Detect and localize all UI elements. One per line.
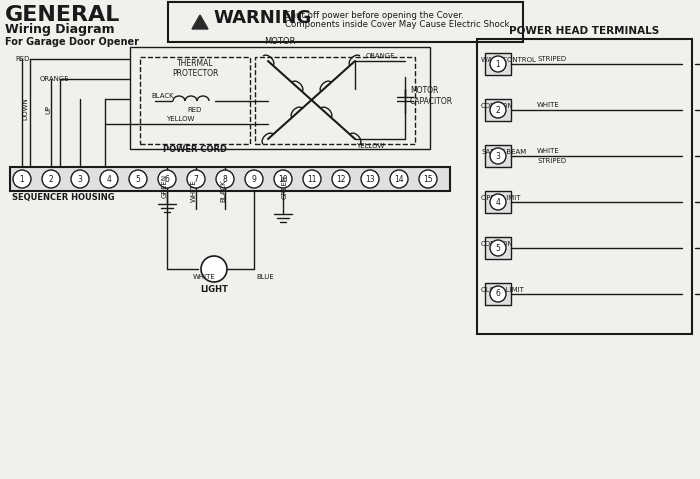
Text: 5: 5 (496, 243, 500, 252)
Text: COMMON: COMMON (481, 241, 514, 247)
Text: GREEN: GREEN (282, 175, 288, 199)
Text: OPEN LIMIT: OPEN LIMIT (481, 195, 521, 201)
Circle shape (490, 240, 506, 256)
Bar (485, 283, 511, 305)
Bar (255, 57, 415, 144)
Text: ORANGE: ORANGE (40, 76, 69, 82)
Text: 9: 9 (251, 174, 256, 183)
Text: SAFE-T-BEAM: SAFE-T-BEAM (481, 149, 526, 155)
Text: 15: 15 (424, 174, 433, 183)
Circle shape (490, 194, 506, 210)
Text: YELLOW: YELLOW (166, 116, 194, 122)
Circle shape (274, 170, 292, 188)
Text: 7: 7 (194, 174, 198, 183)
Text: GREEN: GREEN (162, 174, 168, 198)
Text: 2: 2 (496, 105, 500, 114)
Text: POWER CORD: POWER CORD (163, 145, 227, 154)
Text: MOTOR: MOTOR (265, 37, 295, 46)
Circle shape (216, 170, 234, 188)
Bar (130, 47, 430, 149)
Circle shape (303, 170, 321, 188)
Text: RED: RED (15, 56, 29, 62)
Text: STRIPED: STRIPED (537, 158, 566, 164)
Text: BLACK: BLACK (152, 93, 174, 99)
Circle shape (13, 170, 31, 188)
Text: WHITE: WHITE (537, 102, 560, 108)
Text: 8: 8 (223, 174, 228, 183)
Text: 11: 11 (307, 174, 316, 183)
Circle shape (490, 102, 506, 118)
Text: Wiring Diagram: Wiring Diagram (5, 23, 115, 36)
Bar (168, 2, 523, 42)
Text: 10: 10 (278, 174, 288, 183)
Text: RED: RED (188, 107, 202, 113)
Text: SEQUENCER HOUSING: SEQUENCER HOUSING (12, 193, 115, 202)
Text: GENERAL: GENERAL (5, 5, 120, 25)
Text: MOTOR
CAPACITOR: MOTOR CAPACITOR (410, 86, 453, 106)
Bar (10, 167, 450, 191)
Circle shape (419, 170, 437, 188)
Circle shape (245, 170, 263, 188)
Circle shape (42, 170, 60, 188)
Circle shape (390, 170, 408, 188)
Text: UP: UP (45, 104, 51, 114)
Text: !: ! (198, 20, 202, 28)
Text: 6: 6 (496, 289, 500, 298)
Text: 3: 3 (78, 174, 83, 183)
Text: WHITE: WHITE (537, 148, 560, 154)
Circle shape (490, 148, 506, 164)
Circle shape (490, 286, 506, 302)
Text: WHITE: WHITE (191, 179, 197, 202)
Text: Shut off power before opening the Cover.: Shut off power before opening the Cover. (285, 11, 463, 20)
Circle shape (201, 256, 227, 282)
Circle shape (187, 170, 205, 188)
Polygon shape (192, 15, 208, 29)
Text: 4: 4 (106, 174, 111, 183)
Text: ORANGE: ORANGE (365, 53, 395, 59)
Text: LIGHT: LIGHT (200, 285, 228, 294)
Text: 12: 12 (336, 174, 346, 183)
Text: COMMON: COMMON (481, 103, 514, 109)
Text: 1: 1 (496, 59, 500, 68)
Text: 5: 5 (136, 174, 141, 183)
Circle shape (361, 170, 379, 188)
Circle shape (490, 56, 506, 72)
Text: DOWN: DOWN (22, 98, 28, 120)
Text: CLOSE LIMIT: CLOSE LIMIT (481, 287, 524, 293)
Text: BLACK: BLACK (220, 179, 226, 202)
Circle shape (129, 170, 147, 188)
Text: 6: 6 (164, 174, 169, 183)
Text: WARNING: WARNING (213, 9, 312, 27)
Text: WHITE: WHITE (193, 274, 216, 280)
Text: STRIPED: STRIPED (537, 56, 566, 62)
Circle shape (332, 170, 350, 188)
Text: 4: 4 (496, 197, 500, 206)
Text: For Garage Door Opener: For Garage Door Opener (5, 37, 139, 47)
Text: 2: 2 (48, 174, 53, 183)
Text: BLUE: BLUE (256, 274, 274, 280)
Text: 13: 13 (365, 174, 375, 183)
Text: Components inside Cover May Cause Electric Shock: Components inside Cover May Cause Electr… (285, 20, 510, 29)
Text: WALL CONTROL: WALL CONTROL (481, 57, 536, 63)
Circle shape (158, 170, 176, 188)
Text: THERMAL
PROTECTOR: THERMAL PROTECTOR (172, 59, 218, 79)
Text: 3: 3 (496, 151, 500, 160)
Bar (140, 57, 250, 144)
Bar (485, 145, 511, 167)
Bar (485, 237, 511, 259)
Bar (485, 191, 511, 213)
Text: 14: 14 (394, 174, 404, 183)
Bar (477, 39, 692, 334)
Text: POWER HEAD TERMINALS: POWER HEAD TERMINALS (510, 26, 659, 36)
Circle shape (71, 170, 89, 188)
Text: YELLOW: YELLOW (356, 143, 384, 149)
Circle shape (100, 170, 118, 188)
Text: 1: 1 (20, 174, 25, 183)
Bar (485, 99, 511, 121)
Bar (485, 53, 511, 75)
